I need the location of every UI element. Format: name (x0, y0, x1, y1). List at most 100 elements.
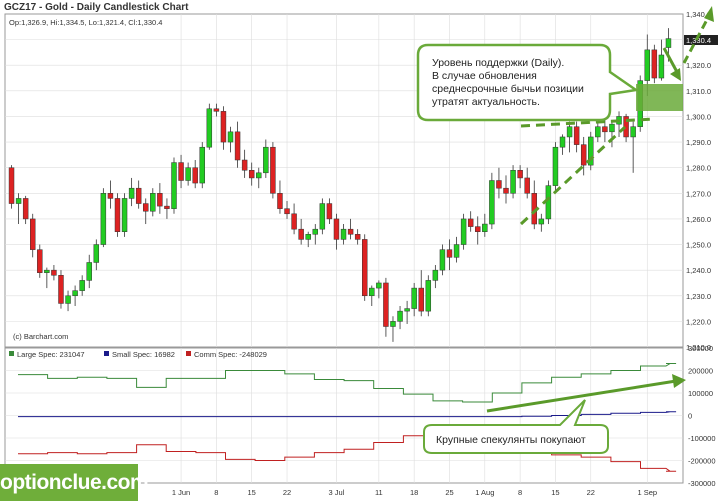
candle-body (362, 239, 368, 297)
cot-y-tick-label: -200000 (688, 457, 716, 466)
candle-body (326, 203, 333, 220)
candle-body (58, 275, 64, 304)
candle-body (658, 54, 665, 79)
cot-series-comm-spec (18, 427, 677, 472)
candle-body (630, 126, 636, 138)
spec-arrow-head (672, 374, 686, 388)
x-tick-label: 11 (375, 488, 383, 497)
price-y-tick-label: 1,230.0 (686, 292, 711, 301)
candle-body (404, 308, 410, 312)
candle-body (354, 234, 361, 240)
legend-swatch-small (104, 351, 109, 356)
x-tick-label: 1 Jun (172, 488, 190, 497)
cot-legend: Large Spec: 231047 Small Spec: 16982 Com… (9, 350, 267, 359)
candle-body (241, 159, 248, 171)
candle-body (15, 198, 22, 204)
legend-small-spec: Small Spec: 16982 (112, 350, 175, 359)
candle-body (489, 180, 495, 225)
candle-body (319, 203, 326, 230)
candle-body (425, 280, 432, 312)
candle-body (227, 131, 234, 143)
legend-large-spec: Large Spec: 231047 (17, 350, 85, 359)
candle-body (107, 193, 114, 199)
legend-swatch-large (9, 351, 14, 356)
price-y-tick-label: 1,270.0 (686, 189, 711, 198)
candle-body (213, 108, 220, 112)
x-tick-label: 18 (410, 488, 418, 497)
candle-body (128, 187, 135, 199)
last-price-tag-bg (684, 35, 718, 45)
price-y-tick-label: 1,340.0 (686, 10, 711, 19)
price-y-tick-label: 1,280.0 (686, 164, 711, 173)
candle-body (305, 234, 311, 240)
x-tick-label: 15 (248, 488, 256, 497)
price-y-tick-label: 1,240.0 (686, 266, 711, 275)
candle-body (234, 131, 241, 161)
candle-body (256, 172, 262, 179)
cot-lines (18, 363, 677, 472)
candle-body (100, 193, 107, 245)
candle-body (121, 198, 128, 232)
x-tick-label: 22 (283, 488, 291, 497)
x-tick-label: 1 Aug (475, 488, 494, 497)
spec-callout (423, 399, 609, 454)
candle-body (51, 269, 57, 276)
candle-body (460, 218, 467, 245)
candle-body (595, 126, 601, 138)
legend-swatch-comm (186, 351, 191, 356)
cot-y-tick-label: 300000 (688, 344, 713, 353)
candle-body (150, 193, 156, 212)
candle-body (30, 218, 36, 250)
x-axis: 1 Jun 8 15 22 3 Jul 11 18 25 1 Aug 8 15 22 1 Sep (172, 488, 657, 497)
candle-body (248, 170, 255, 179)
cot-y-tick-label: -300000 (688, 479, 716, 488)
candle-body (199, 146, 205, 184)
candle-body (559, 136, 566, 148)
x-tick-label: 8 (518, 488, 522, 497)
price-y-tick-label: 1,300.0 (686, 112, 711, 121)
price-y-tick-label: 1,260.0 (686, 215, 711, 224)
price-candles (8, 28, 672, 342)
candle-body (22, 198, 29, 220)
candle-body (453, 244, 460, 258)
support-text-line-1: Уровень поддержки (Daily). (432, 57, 564, 69)
candle-body (178, 162, 184, 181)
candle-body (376, 282, 382, 289)
candle-body (79, 280, 85, 291)
candle-body (609, 123, 615, 133)
candle-body (312, 228, 318, 235)
candle-body (270, 146, 276, 194)
candle-body (8, 167, 15, 204)
candle-body (65, 295, 71, 304)
chart-title: GCZ17 - Gold - Daily Candlestick Chart (4, 2, 189, 13)
candle-body (496, 180, 502, 189)
price-y-axis: 1,210.0 1,220.0 1,230.0 1,240.0 1,250.0 1,260… (686, 10, 711, 352)
support-callout: Уровень поддержки (Daily). В случае обно… (416, 43, 640, 122)
candle-body (206, 108, 213, 148)
candle-body (552, 146, 559, 186)
candle-body (185, 167, 191, 181)
x-tick-label: 3 Jul (329, 488, 345, 497)
candle-body (369, 287, 375, 297)
candle-body (538, 218, 545, 225)
candle-body (390, 321, 396, 327)
candle-body (298, 228, 304, 240)
candle-body (93, 244, 100, 263)
candle-body (503, 187, 509, 194)
x-tick-label: 15 (551, 488, 559, 497)
price-y-tick-label: 1,320.0 (686, 61, 711, 70)
candle-body (482, 223, 488, 232)
x-tick-label: 25 (445, 488, 453, 497)
candle-body (517, 170, 523, 179)
candle-body (566, 126, 573, 138)
spec-arrow-line (486, 379, 677, 413)
x-tick-label: 8 (214, 488, 218, 497)
support-trendline-upper (520, 117, 656, 128)
candle-body (446, 249, 453, 258)
target-arrow-line (662, 47, 679, 73)
candle-body (284, 208, 290, 215)
candle-body (86, 262, 92, 281)
candle-body (665, 38, 672, 48)
candle-body (397, 310, 403, 322)
